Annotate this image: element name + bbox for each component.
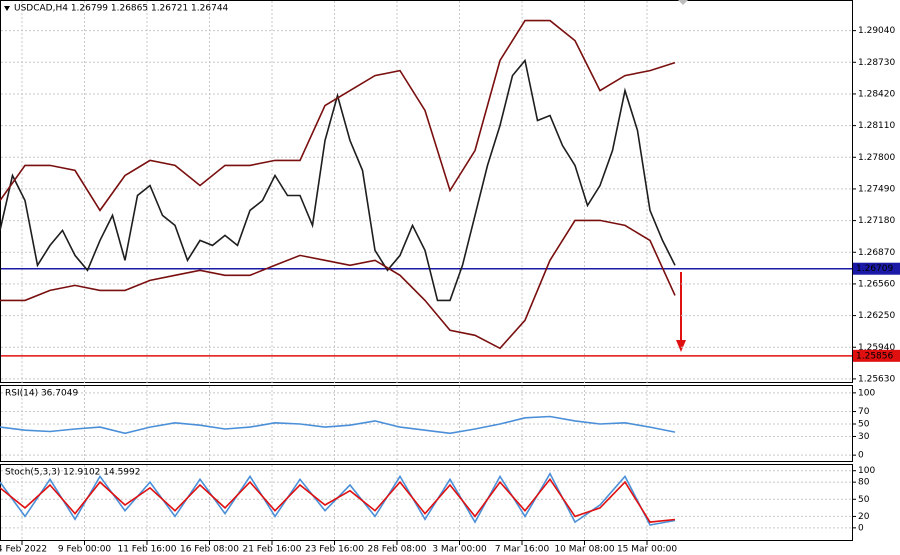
y-tick-label: 1.26870 xyxy=(858,248,895,258)
y-tick-label: 70 xyxy=(858,407,870,417)
y-tick-label: 1.27180 xyxy=(858,216,895,226)
y-tick-label: 1.26560 xyxy=(858,279,895,289)
x-tick-label: 10 Mar 08:00 xyxy=(554,545,614,555)
price-panel-frame xyxy=(0,0,853,383)
y-tick-label: 50 xyxy=(858,495,870,505)
x-tick-label: 11 Feb 16:00 xyxy=(117,545,176,555)
arrow-head xyxy=(676,340,686,352)
level-label: 1.26709 xyxy=(856,264,893,274)
level-label-box xyxy=(853,349,900,362)
level-label: 1.25856 xyxy=(856,351,893,361)
panel-title: USDCAD,H4 1.26799 1.26865 1.26721 1.2674… xyxy=(14,4,229,14)
x-tick-label: 15 Mar 00:00 xyxy=(617,545,677,555)
y-tick-label: 20 xyxy=(858,512,870,522)
x-tick-label: 7 Mar 16:00 xyxy=(495,545,550,555)
x-tick-label: 28 Feb 08:00 xyxy=(367,545,426,555)
y-tick-label: 1.29040 xyxy=(858,26,895,36)
y-tick-label: 1.27490 xyxy=(858,184,895,194)
y-tick-label: 80 xyxy=(858,478,870,488)
y-tick-label: 1.28730 xyxy=(858,58,895,68)
y-tick-label: 1.25630 xyxy=(858,374,895,384)
x-tick-label: 16 Feb 08:00 xyxy=(180,545,239,555)
y-tick-label: 1.25940 xyxy=(858,343,895,353)
x-tick-label: 23 Feb 16:00 xyxy=(305,545,364,555)
y-tick-label: 100 xyxy=(858,466,875,476)
shift-marker xyxy=(678,0,688,5)
stoch-panel-frame xyxy=(0,464,853,541)
series-line xyxy=(0,19,676,212)
y-tick-label: 1.26250 xyxy=(858,311,895,321)
y-tick-label: 100 xyxy=(858,388,875,398)
level-label-box xyxy=(853,262,900,275)
x-tick-label: 3 Mar 00:00 xyxy=(432,545,487,555)
menu-triangle[interactable] xyxy=(4,6,10,11)
y-tick-label: 1.28110 xyxy=(858,121,895,131)
y-tick-label: 0 xyxy=(858,523,864,533)
x-tick-label: 9 Feb 00:00 xyxy=(58,545,112,555)
series-line xyxy=(0,58,676,302)
panel-title: Stoch(5,3,3) 12.9102 14.5992 xyxy=(5,468,140,478)
y-tick-label: 0 xyxy=(858,451,864,461)
y-tick-label: 50 xyxy=(858,420,870,430)
y-tick-label: 1.27800 xyxy=(858,153,895,163)
series-line xyxy=(0,219,676,350)
x-tick-label: 4 Feb 2022 xyxy=(0,545,47,555)
panel-title: RSI(14) 36.7049 xyxy=(5,389,78,399)
series-line xyxy=(0,415,676,435)
y-tick-label: 1.28420 xyxy=(858,89,895,99)
series-line xyxy=(0,477,676,523)
x-tick-label: 21 Feb 16:00 xyxy=(242,545,301,555)
y-tick-label: 30 xyxy=(858,432,870,442)
